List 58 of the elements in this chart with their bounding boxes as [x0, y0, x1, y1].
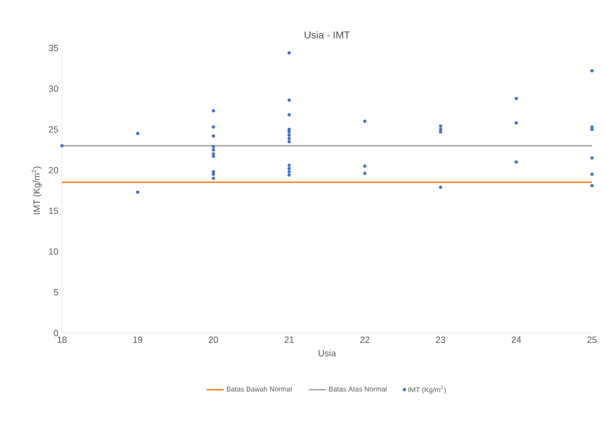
point	[287, 113, 291, 116]
x-tick-label: 23	[436, 336, 446, 343]
point	[212, 176, 216, 180]
x-tick-label: 20	[208, 336, 218, 343]
point	[287, 166, 291, 170]
point	[212, 144, 216, 148]
point	[438, 124, 442, 128]
y-axis-title: IMT (Kg/m$^{2}$)	[32, 166, 42, 214]
point	[136, 190, 140, 194]
point	[212, 125, 216, 129]
y-tick-label: 35	[48, 44, 58, 52]
x-axis-title: Usia	[318, 350, 336, 356]
point	[590, 184, 594, 188]
point	[212, 134, 216, 138]
point	[212, 108, 216, 112]
point	[438, 186, 442, 189]
x-tick-label: 19	[133, 336, 142, 343]
x-tick-label: 25	[587, 336, 597, 343]
point	[590, 172, 594, 176]
x-tick-label: 22	[360, 336, 370, 343]
point	[287, 164, 291, 167]
chart-title: Usia - IMT	[304, 31, 350, 38]
x-tick-label: 18	[58, 336, 67, 343]
point	[287, 173, 291, 177]
point	[363, 164, 367, 168]
point	[287, 136, 291, 140]
y-tick-label: 20	[48, 166, 58, 174]
point	[212, 148, 216, 152]
y-tick-label: 15	[49, 208, 58, 214]
point	[60, 144, 64, 148]
y-tick-label: 0	[54, 330, 58, 336]
y-tick-label: 5	[54, 289, 58, 296]
point	[514, 96, 518, 100]
y-tick-label: 10	[49, 248, 58, 255]
point	[514, 121, 518, 125]
point	[590, 69, 594, 72]
x-tick-label: 21	[284, 336, 294, 343]
point	[212, 172, 216, 176]
point	[363, 120, 367, 123]
point	[287, 98, 291, 102]
point	[590, 156, 594, 160]
x-tick-label: 24	[512, 336, 522, 343]
point	[438, 130, 442, 134]
point	[514, 160, 518, 164]
point	[287, 170, 291, 174]
point	[590, 128, 594, 132]
point	[136, 132, 140, 136]
point	[287, 51, 291, 55]
point	[212, 154, 216, 158]
point	[287, 140, 291, 144]
point	[438, 128, 442, 132]
y-tick-label: 30	[48, 86, 58, 92]
point	[212, 152, 216, 156]
y-tick-label: 25	[48, 126, 58, 133]
point	[363, 172, 367, 176]
point	[287, 128, 291, 132]
point	[287, 130, 291, 134]
point	[287, 133, 291, 137]
